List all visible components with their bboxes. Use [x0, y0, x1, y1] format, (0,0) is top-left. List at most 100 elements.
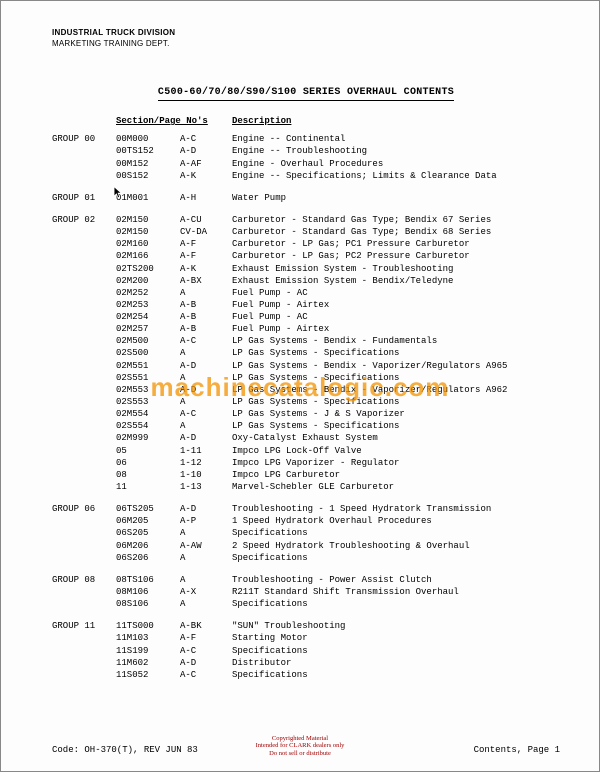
group-label	[52, 275, 116, 287]
group-block: GROUP 1111TS000A-BK"SUN" Troubleshooting…	[52, 620, 560, 681]
section-code: 00TS152	[116, 145, 180, 157]
description: Fuel Pump - Airtex	[232, 299, 560, 311]
description: Marvel-Schebler GLE Carburetor	[232, 481, 560, 493]
section-code: 02M150	[116, 214, 180, 226]
table-row: 02M253A-BFuel Pump - Airtex	[52, 299, 560, 311]
description: Carburetor - Standard Gas Type; Bendix 6…	[232, 214, 560, 226]
table-row: 08S106ASpecifications	[52, 598, 560, 610]
table-row: 061-12Impco LPG Vaporizer - Regulator	[52, 457, 560, 469]
table-row: 00TS152A-DEngine -- Troubleshooting	[52, 145, 560, 157]
group-label	[52, 287, 116, 299]
group-label	[52, 657, 116, 669]
section-code: 02S554	[116, 420, 180, 432]
description: 1 Speed Hydratork Overhaul Procedures	[232, 515, 560, 527]
col-spacer	[52, 115, 116, 127]
section-code: 02M554	[116, 408, 180, 420]
description: Engine - Overhaul Procedures	[232, 158, 560, 170]
page-range: A	[180, 527, 232, 539]
section-code: 02M257	[116, 323, 180, 335]
group-label	[52, 384, 116, 396]
table-row: 00M152A-AFEngine - Overhaul Procedures	[52, 158, 560, 170]
description: Oxy-Catalyst Exhaust System	[232, 432, 560, 444]
group-label	[52, 145, 116, 157]
description: LP Gas Systems - J & S Vaporizer	[232, 408, 560, 420]
table-row: 051-11Impco LPG Lock-Off Valve	[52, 445, 560, 457]
table-row: 06M205A-P1 Speed Hydratork Overhaul Proc…	[52, 515, 560, 527]
table-row: 00S152A-KEngine -- Specifications; Limit…	[52, 170, 560, 182]
group-label	[52, 360, 116, 372]
section-code: 11S199	[116, 645, 180, 657]
group-label: GROUP 08	[52, 574, 116, 586]
table-row: 02M200A-BXExhaust Emission System - Bend…	[52, 275, 560, 287]
page-range: A-B	[180, 323, 232, 335]
section-code: 02M150	[116, 226, 180, 238]
page-range: A-P	[180, 515, 232, 527]
table-row: 081-10Impco LPG Carburetor	[52, 469, 560, 481]
table-row: 02S554ALP Gas Systems - Specifications	[52, 420, 560, 432]
group-label	[52, 457, 116, 469]
description: Fuel Pump - Airtex	[232, 323, 560, 335]
table-row: 02M500A-CLP Gas Systems - Bendix - Funda…	[52, 335, 560, 347]
description: Starting Motor	[232, 632, 560, 644]
page-range: A-D	[180, 432, 232, 444]
group-label: GROUP 06	[52, 503, 116, 515]
table-row: 11M103A-FStarting Motor	[52, 632, 560, 644]
group-label	[52, 299, 116, 311]
page-range: A-C	[180, 645, 232, 657]
section-code: 02M252	[116, 287, 180, 299]
group-label: GROUP 01	[52, 192, 116, 204]
page-range: A	[180, 552, 232, 564]
header-section: Section/Page No's	[116, 115, 232, 127]
page-range: A-H	[180, 192, 232, 204]
group-label: GROUP 02	[52, 214, 116, 226]
table-row: 02M166A-FCarburetor - LP Gas; PC2 Pressu…	[52, 250, 560, 262]
group-label	[52, 540, 116, 552]
section-code: 08S106	[116, 598, 180, 610]
description: Engine -- Troubleshooting	[232, 145, 560, 157]
page-range: A-CU	[180, 214, 232, 226]
description: R211T Standard Shift Transmission Overha…	[232, 586, 560, 598]
description: Specifications	[232, 598, 560, 610]
section-code: 08	[116, 469, 180, 481]
table-row: 02S551ALP Gas Systems - Specifications	[52, 372, 560, 384]
section-code: 02M254	[116, 311, 180, 323]
table-row: GROUP 0000M000A-CEngine -- Continental	[52, 133, 560, 145]
page-range: A-X	[180, 586, 232, 598]
header-description: Description	[232, 115, 560, 127]
table-row: GROUP 0606TS205A-DTroubleshooting - 1 Sp…	[52, 503, 560, 515]
description: Exhaust Emission System - Bendix/Teledyn…	[232, 275, 560, 287]
description: Specifications	[232, 527, 560, 539]
section-code: 08M106	[116, 586, 180, 598]
page-range: A-C	[180, 669, 232, 681]
section-code: 11S052	[116, 669, 180, 681]
table-row: 02M554A-CLP Gas Systems - J & S Vaporize…	[52, 408, 560, 420]
section-code: 02M553	[116, 384, 180, 396]
section-code: 02M200	[116, 275, 180, 287]
page-range: A-BK	[180, 620, 232, 632]
description: Exhaust Emission System - Troubleshootin…	[232, 263, 560, 275]
page-range: A-D	[180, 503, 232, 515]
page-range: A	[180, 372, 232, 384]
page-range: A-AF	[180, 158, 232, 170]
description: Carburetor - LP Gas; PC1 Pressure Carbur…	[232, 238, 560, 250]
table-row: 02M553A-DLP Gas Systems - Bendix - Vapor…	[52, 384, 560, 396]
section-code: 06S205	[116, 527, 180, 539]
description: LP Gas Systems - Bendix - Vaporizer/Regu…	[232, 360, 560, 372]
page-range: A	[180, 287, 232, 299]
page-range: A-B	[180, 299, 232, 311]
page-range: A-C	[180, 408, 232, 420]
page-range: A-C	[180, 133, 232, 145]
section-code: 05	[116, 445, 180, 457]
group-label	[52, 586, 116, 598]
description: Impco LPG Vaporizer - Regulator	[232, 457, 560, 469]
section-code: 06S206	[116, 552, 180, 564]
section-code: 02TS200	[116, 263, 180, 275]
table-row: 02M150CV-DACarburetor - Standard Gas Typ…	[52, 226, 560, 238]
table-row: 02M254A-BFuel Pump - AC	[52, 311, 560, 323]
section-code: 02S500	[116, 347, 180, 359]
groups-container: GROUP 0000M000A-CEngine -- Continental00…	[52, 133, 560, 681]
page-range: A	[180, 347, 232, 359]
group-block: GROUP 0606TS205A-DTroubleshooting - 1 Sp…	[52, 503, 560, 564]
copyright-line1: Copyrighted Material	[0, 735, 600, 743]
group-block: GROUP 0202M150A-CUCarburetor - Standard …	[52, 214, 560, 493]
